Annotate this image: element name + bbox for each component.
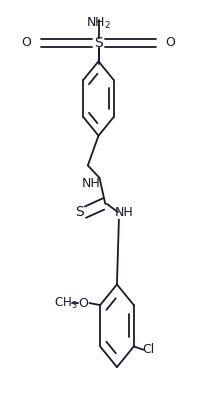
Text: O: O xyxy=(79,297,89,310)
Text: NH: NH xyxy=(81,177,100,190)
Text: S: S xyxy=(75,205,84,219)
Text: O: O xyxy=(22,36,32,49)
Text: CH$_3$: CH$_3$ xyxy=(54,295,78,311)
Text: Cl: Cl xyxy=(142,343,154,356)
Text: S: S xyxy=(94,36,103,50)
Text: NH: NH xyxy=(114,206,133,219)
Text: NH$_2$: NH$_2$ xyxy=(86,16,111,31)
Text: O: O xyxy=(165,36,175,49)
